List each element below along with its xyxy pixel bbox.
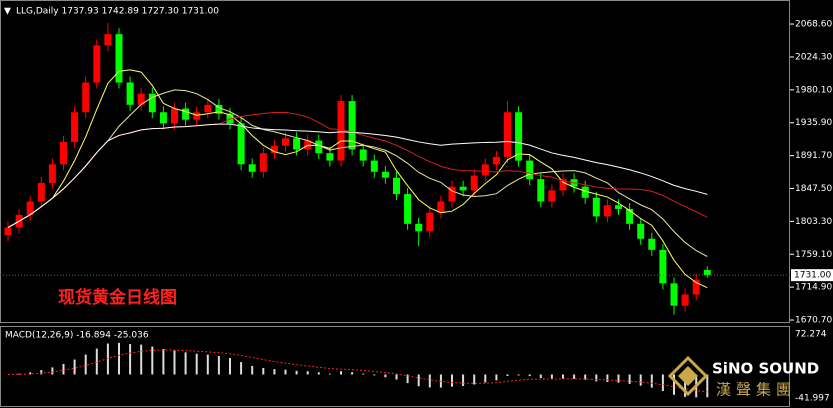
candle-body (603, 205, 611, 217)
candle-body (126, 82, 134, 105)
candle-body (237, 123, 245, 165)
candle-body (703, 270, 711, 276)
y-tick-label: 1935.90 (795, 118, 832, 128)
candle-body (148, 93, 156, 113)
candle-body (415, 223, 423, 232)
candle-body (137, 93, 145, 105)
candle-body (637, 223, 645, 239)
candle-body (270, 145, 278, 154)
candle-body (359, 149, 367, 161)
candle-body (204, 104, 212, 113)
candle-body (648, 238, 656, 250)
y-tick-label: 1891.70 (795, 151, 832, 161)
y-tick-label: 1759.10 (795, 250, 832, 260)
candle-body (459, 186, 467, 191)
y-tick-label: 2068.60 (795, 20, 832, 30)
logo-text-cn: 漢聲集團 (716, 381, 796, 399)
candle-body (504, 112, 511, 157)
candle-body (82, 82, 90, 113)
candle-body (626, 208, 634, 224)
candle-body (381, 171, 389, 178)
candle-body (337, 101, 345, 161)
candle-body (581, 186, 589, 198)
candle-body (193, 112, 201, 120)
candle-body (537, 179, 545, 202)
candle-body (326, 153, 334, 161)
candle-body (282, 138, 289, 146)
candle-body (159, 112, 167, 124)
macd-label: MACD(12,26,9) -16.894 -25.036 (5, 331, 149, 341)
last-price-label: 1731.00 (794, 271, 831, 281)
moving-average (7, 111, 708, 228)
candle-body (315, 140, 323, 154)
y2-tick-label: 72.274 (795, 330, 827, 340)
candle-body (104, 34, 112, 46)
candle-body (470, 175, 478, 191)
plot (4, 22, 711, 315)
candle-body (248, 164, 256, 172)
candle-body (426, 212, 434, 232)
candle-body (293, 138, 301, 150)
candle-body (681, 294, 689, 306)
candle-body (548, 190, 556, 202)
candle-body (182, 108, 190, 120)
candle-body (559, 179, 567, 191)
y-tick-label: 1847.50 (795, 184, 832, 194)
y2-tick-label: -41.997 (795, 394, 830, 404)
candle-body (592, 197, 600, 217)
macd-signal (7, 349, 708, 393)
candle-body (115, 34, 123, 83)
annotation: 现货黄金日线图 (58, 287, 177, 308)
candle-body (481, 164, 489, 176)
logo: SiNO SOUND 漢聲集團 (667, 355, 819, 399)
candle-body (348, 101, 356, 150)
candle-body (37, 182, 45, 202)
candle-body (448, 186, 456, 202)
candle-body (692, 279, 700, 295)
moving-average (7, 89, 708, 257)
candle-body (492, 156, 500, 165)
y-tick-label: 1980.10 (795, 85, 832, 95)
candle-body (615, 205, 622, 209)
y-tick-label: 1803.30 (795, 217, 832, 227)
candle-body (670, 283, 678, 306)
moving-average (7, 69, 708, 289)
moving-average (7, 123, 708, 228)
candle-body (404, 194, 412, 224)
macd-plot (7, 342, 709, 398)
chart-title: LLG,Daily 1737.93 1742.89 1727.30 1731.0… (16, 7, 219, 17)
candle-body (526, 160, 534, 180)
logo-text: SiNO SOUND (712, 360, 819, 378)
price-panel (0, 0, 790, 323)
y-tick-label: 1714.90 (795, 283, 832, 293)
candle-body (393, 177, 400, 195)
candle-body (370, 160, 378, 172)
candle-body (48, 164, 56, 183)
macd-panel (0, 326, 790, 407)
candle-body (515, 112, 523, 161)
y-tick-label: 2024.30 (795, 52, 832, 62)
candle-body (4, 227, 12, 235)
candle-body (171, 108, 178, 124)
candle-body (215, 104, 223, 114)
arrow: ▼ (4, 7, 11, 17)
candle-body (93, 45, 101, 83)
y-tick-label: 1670.70 (795, 316, 832, 326)
candle-body (26, 201, 34, 215)
last-price-box (791, 269, 833, 282)
candle-body (437, 201, 445, 213)
candle-body (259, 153, 267, 172)
candle-body (71, 112, 79, 143)
candle-body (60, 142, 67, 165)
candle-body (659, 249, 667, 284)
